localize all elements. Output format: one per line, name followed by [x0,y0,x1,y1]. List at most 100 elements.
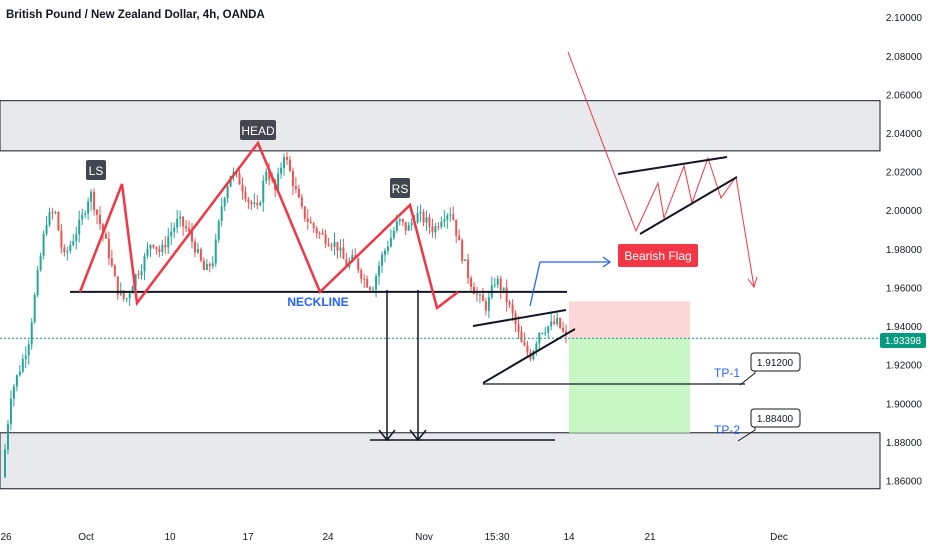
candle-body [461,240,464,262]
candle-body [45,224,48,234]
candle-body [205,263,208,270]
chart-title: British Pound / New Zealand Dollar, 4h, … [6,9,265,21]
price-tick-label: 1.86000 [886,477,923,488]
candle-body [146,248,149,257]
candle-body [363,278,366,280]
candle-body [487,297,490,311]
candle-body [407,225,410,231]
candle-body [75,234,78,242]
candle-body [339,247,342,251]
price-tick-label: 2.10000 [886,13,923,24]
time-axis[interactable]: 26 Oct 10 17 24 Nov 15:30 14 21 Dec [0,532,787,543]
candle-body [484,301,487,311]
tp2-price-box [750,408,801,428]
candle-body [330,245,333,247]
candle-body [6,424,9,450]
candle-body [556,318,559,325]
candle-body [268,171,271,180]
candle-body [244,191,247,200]
tp1-price-box [750,352,801,372]
candle-body [455,219,458,236]
candle-body [90,191,93,202]
candle-body [315,228,318,234]
candle-body [375,276,378,290]
candle-body [496,278,499,285]
candle-body [125,298,128,300]
candle-body [312,223,315,229]
current-price-tag [880,333,926,348]
candle-body [256,202,259,206]
candle-body [84,213,87,215]
price-tick-label: 2.08000 [886,52,923,63]
candle-body [81,214,84,220]
stop-loss-zone [569,301,690,339]
candle-body [306,218,309,222]
candle-body [309,221,312,224]
time-tick-label: 17 [242,532,254,543]
projection-path [567,51,758,289]
candle-body [143,256,146,272]
price-tick-label: 2.06000 [886,90,923,101]
candle-body [193,241,196,253]
candle-body [345,258,348,267]
candle-body [259,202,262,206]
candle-body [422,212,425,223]
candle-body [378,265,381,277]
candle-body [511,304,514,314]
flag-pointer-arrow [529,256,612,307]
candle-body [9,398,12,425]
candle-body [93,191,96,210]
candle-body [164,244,167,248]
resistance-zone [0,100,881,152]
candle-body [36,270,39,296]
candle-body [69,245,72,252]
candle-body [520,331,523,343]
time-tick-label: Nov [415,532,433,543]
candle-body [392,230,395,238]
price-tick-label: 2.04000 [886,129,923,140]
candle-body [446,215,449,220]
tp1-price: 1.91200 [757,358,794,369]
candle-body [63,247,66,253]
ls-label-box [86,160,106,180]
rs-label-box [390,178,410,198]
candle-body [544,332,547,334]
candle-body [562,327,565,332]
candle-body [140,271,143,276]
candle-body [517,324,520,332]
candle-body [425,217,428,223]
candle-body [155,246,158,249]
candle-body [250,202,253,205]
current-price-value: 1.93398 [885,336,922,347]
candle-body [107,238,110,259]
candle-body [158,248,161,252]
candle-body [318,233,321,235]
candle-body [185,226,188,229]
candle-body [475,293,478,295]
price-tick-label: 2.02000 [886,168,923,179]
time-tick-label: 15:30 [484,532,509,543]
candle-body [226,186,229,199]
bearish-flag-label: Bearish Flag [624,249,691,263]
candle-body [113,265,116,277]
candle-body [369,287,372,290]
candle-body [122,290,125,299]
candle-body [196,249,199,253]
price-axis[interactable]: 2.10000 2.08000 2.06000 2.04000 2.02000 2.000… [886,13,923,487]
candle-body [48,212,51,225]
candle-body [220,206,223,222]
candle-body [265,171,268,181]
candle-body [238,173,241,185]
candle-body [535,343,538,352]
candle-body [467,259,470,279]
candle-body [101,224,104,234]
candle-body [4,449,6,478]
candle-body [366,278,369,288]
candle-body [327,243,330,246]
candle-body [110,258,113,266]
candle-body [288,159,291,172]
candle-body [351,255,354,261]
candle-body [419,212,422,214]
candle-body [386,246,389,251]
